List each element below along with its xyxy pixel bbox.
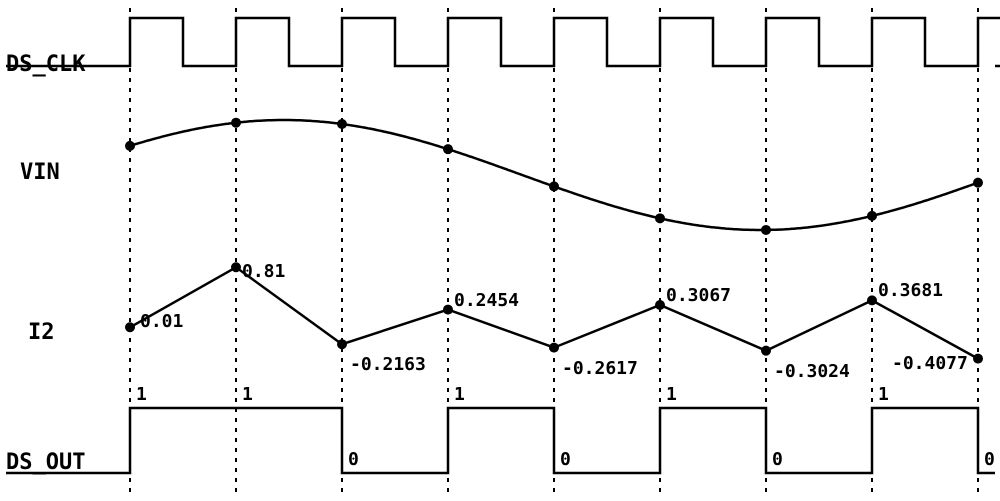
i2-value-label: 0.3067 bbox=[666, 285, 731, 306]
timing-diagram: DS_CLK VIN I2 DS_OUT 0.010.81-0.21630.24… bbox=[0, 0, 1000, 501]
i2-value-label: 0.81 bbox=[242, 261, 285, 282]
i2-value-label: -0.4077 bbox=[892, 353, 968, 374]
i2-value-label: 0.01 bbox=[140, 311, 183, 332]
i2-value-label: -0.3024 bbox=[774, 361, 850, 382]
ds-out-bit-label: 0 bbox=[984, 449, 995, 470]
i2-value-label: -0.2163 bbox=[350, 354, 426, 375]
ds-out-bit-label: 0 bbox=[348, 449, 359, 470]
ds-out-bit-label: 1 bbox=[878, 384, 889, 405]
diagram-svg bbox=[0, 0, 1000, 501]
i2-value-label: 0.2454 bbox=[454, 290, 519, 311]
ds-out-bit-label: 1 bbox=[136, 384, 147, 405]
ds-out-bit-label: 0 bbox=[560, 449, 571, 470]
ds-out-bit-label: 1 bbox=[666, 384, 677, 405]
ds-out-bit-label: 0 bbox=[772, 449, 783, 470]
ds-out-bit-label: 1 bbox=[454, 384, 465, 405]
i2-value-label: -0.2617 bbox=[562, 358, 638, 379]
i2-value-label: 0.3681 bbox=[878, 280, 943, 301]
ds-out-bit-label: 1 bbox=[242, 384, 253, 405]
